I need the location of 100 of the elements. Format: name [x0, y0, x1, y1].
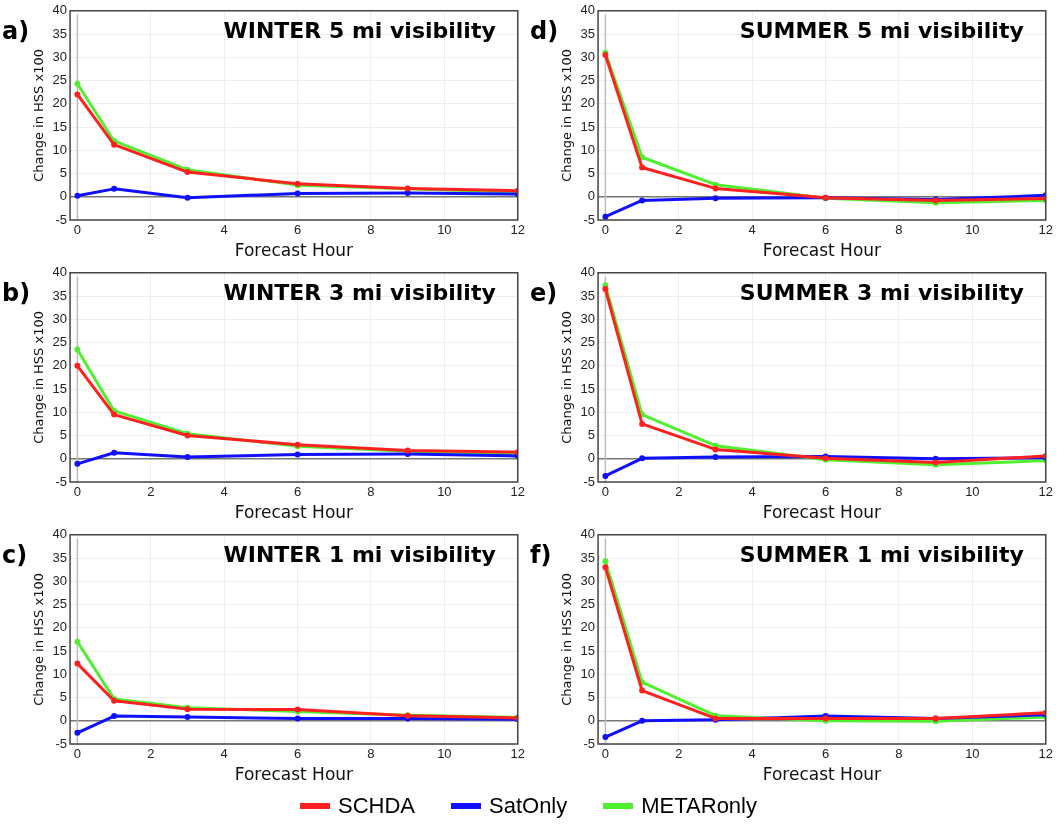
x-axis-title: Forecast Hour [762, 240, 882, 261]
y-tick-label: 30 [580, 48, 596, 64]
y-tick-label: -5 [55, 735, 68, 751]
y-tick-label: 15 [52, 118, 68, 134]
chart-title: WINTER 1 mi visibility [223, 541, 496, 567]
y-tick-label: 40 [580, 526, 596, 542]
y-tick-label: 35 [52, 25, 68, 41]
y-tick-label: 10 [580, 665, 596, 681]
y-tick-label: 25 [52, 334, 68, 350]
y-tick-label: 25 [580, 72, 596, 88]
y-tick-label: 30 [580, 572, 596, 588]
y-tick-label: 15 [580, 380, 596, 396]
y-tick-label: 0 [59, 450, 68, 466]
y-axis-title: Change in HSS x100 [559, 310, 575, 444]
x-tick-label: 2 [147, 746, 155, 762]
y-tick-label: 40 [52, 2, 68, 18]
y-tick-label: 20 [52, 357, 68, 373]
y-tick-label: 20 [52, 619, 68, 635]
y-axis-title: Change in HSS x100 [31, 48, 47, 182]
y-tick-label: 10 [52, 665, 68, 681]
y-tick-label: 5 [59, 427, 68, 443]
y-tick-label: -5 [55, 211, 68, 227]
text: c) [2, 541, 28, 570]
y-tick-label: 20 [580, 619, 596, 635]
x-tick-label: 4 [748, 222, 756, 238]
x-tick-label: 6 [821, 222, 830, 238]
x-tick-label: 10 [437, 484, 452, 500]
x-tick-label: 0 [73, 222, 82, 238]
y-tick-label: -5 [583, 735, 596, 751]
x-tick-label: 8 [895, 484, 903, 500]
y-tick-label: 15 [52, 642, 68, 658]
y-tick-label: 25 [52, 72, 68, 88]
y-axis-title: Change in HSS x100 [559, 572, 575, 706]
y-tick-label: 30 [52, 48, 68, 64]
x-tick-label: 4 [220, 222, 228, 238]
y-tick-label: 0 [59, 188, 68, 204]
y-tick-label: 15 [580, 118, 596, 134]
x-tick-label: 12 [1038, 484, 1053, 500]
y-tick-label: 5 [59, 689, 68, 705]
x-tick-label: 6 [821, 484, 830, 500]
x-tick-label: 6 [293, 484, 302, 500]
x-tick-label: 2 [147, 484, 155, 500]
x-tick-label: 12 [510, 484, 525, 500]
x-tick-label: 10 [965, 746, 980, 762]
y-tick-label: 25 [52, 596, 68, 612]
y-tick-label: 5 [587, 165, 596, 181]
x-axis-title: Forecast Hour [762, 764, 882, 785]
y-tick-label: 30 [580, 310, 596, 326]
x-axis-title: Forecast Hour [234, 502, 354, 523]
x-tick-label: 8 [367, 746, 375, 762]
y-tick-label: 5 [59, 165, 68, 181]
x-tick-label: 0 [73, 746, 82, 762]
x-tick-label: 0 [73, 484, 82, 500]
x-tick-label: 8 [367, 222, 375, 238]
y-tick-label: 5 [587, 427, 596, 443]
y-tick-label: 30 [52, 572, 68, 588]
x-tick-label: 10 [437, 222, 452, 238]
y-tick-label: 10 [52, 141, 68, 157]
text: b) [2, 279, 31, 308]
x-tick-label: 2 [675, 484, 683, 500]
y-tick-label: 10 [52, 403, 68, 419]
x-tick-label: 4 [220, 484, 228, 500]
legend-label: METARonly [641, 793, 757, 819]
text: e) [530, 279, 558, 308]
x-tick-label: 6 [293, 746, 302, 762]
text: f) [530, 541, 552, 570]
chart-title: WINTER 5 mi visibility [223, 17, 496, 43]
y-tick-label: 0 [59, 712, 68, 728]
y-tick-label: -5 [55, 473, 68, 489]
x-tick-label: 10 [965, 484, 980, 500]
y-tick-label: 20 [52, 95, 68, 111]
x-tick-label: 0 [601, 746, 610, 762]
y-tick-label: 0 [587, 188, 596, 204]
text: d) [530, 17, 559, 46]
x-tick-label: 12 [1038, 222, 1053, 238]
x-tick-label: 2 [147, 222, 155, 238]
y-tick-label: 40 [52, 526, 68, 542]
y-tick-label: 10 [580, 141, 596, 157]
y-tick-label: 25 [580, 334, 596, 350]
chart-title: SUMMER 5 mi visibility [739, 17, 1024, 43]
x-tick-label: 8 [895, 222, 903, 238]
x-tick-label: 4 [748, 484, 756, 500]
x-tick-label: 4 [748, 746, 756, 762]
legend-label: SCHDA [337, 793, 415, 819]
y-tick-label: 20 [580, 95, 596, 111]
y-axis-title: Change in HSS x100 [559, 48, 575, 182]
chart-title: SUMMER 3 mi visibility [739, 279, 1024, 305]
x-tick-label: 6 [821, 746, 830, 762]
x-tick-label: 2 [675, 746, 683, 762]
y-tick-label: 40 [580, 264, 596, 280]
y-tick-label: 15 [580, 642, 596, 658]
x-tick-label: 8 [895, 746, 903, 762]
x-tick-label: 0 [601, 484, 610, 500]
x-tick-label: 0 [601, 222, 610, 238]
y-axis-title: Change in HSS x100 [31, 572, 47, 706]
y-tick-label: 0 [587, 450, 596, 466]
x-axis-title: Forecast Hour [762, 502, 882, 523]
y-tick-label: 10 [580, 403, 596, 419]
text: a) [2, 17, 30, 46]
y-tick-label: 35 [52, 549, 68, 565]
